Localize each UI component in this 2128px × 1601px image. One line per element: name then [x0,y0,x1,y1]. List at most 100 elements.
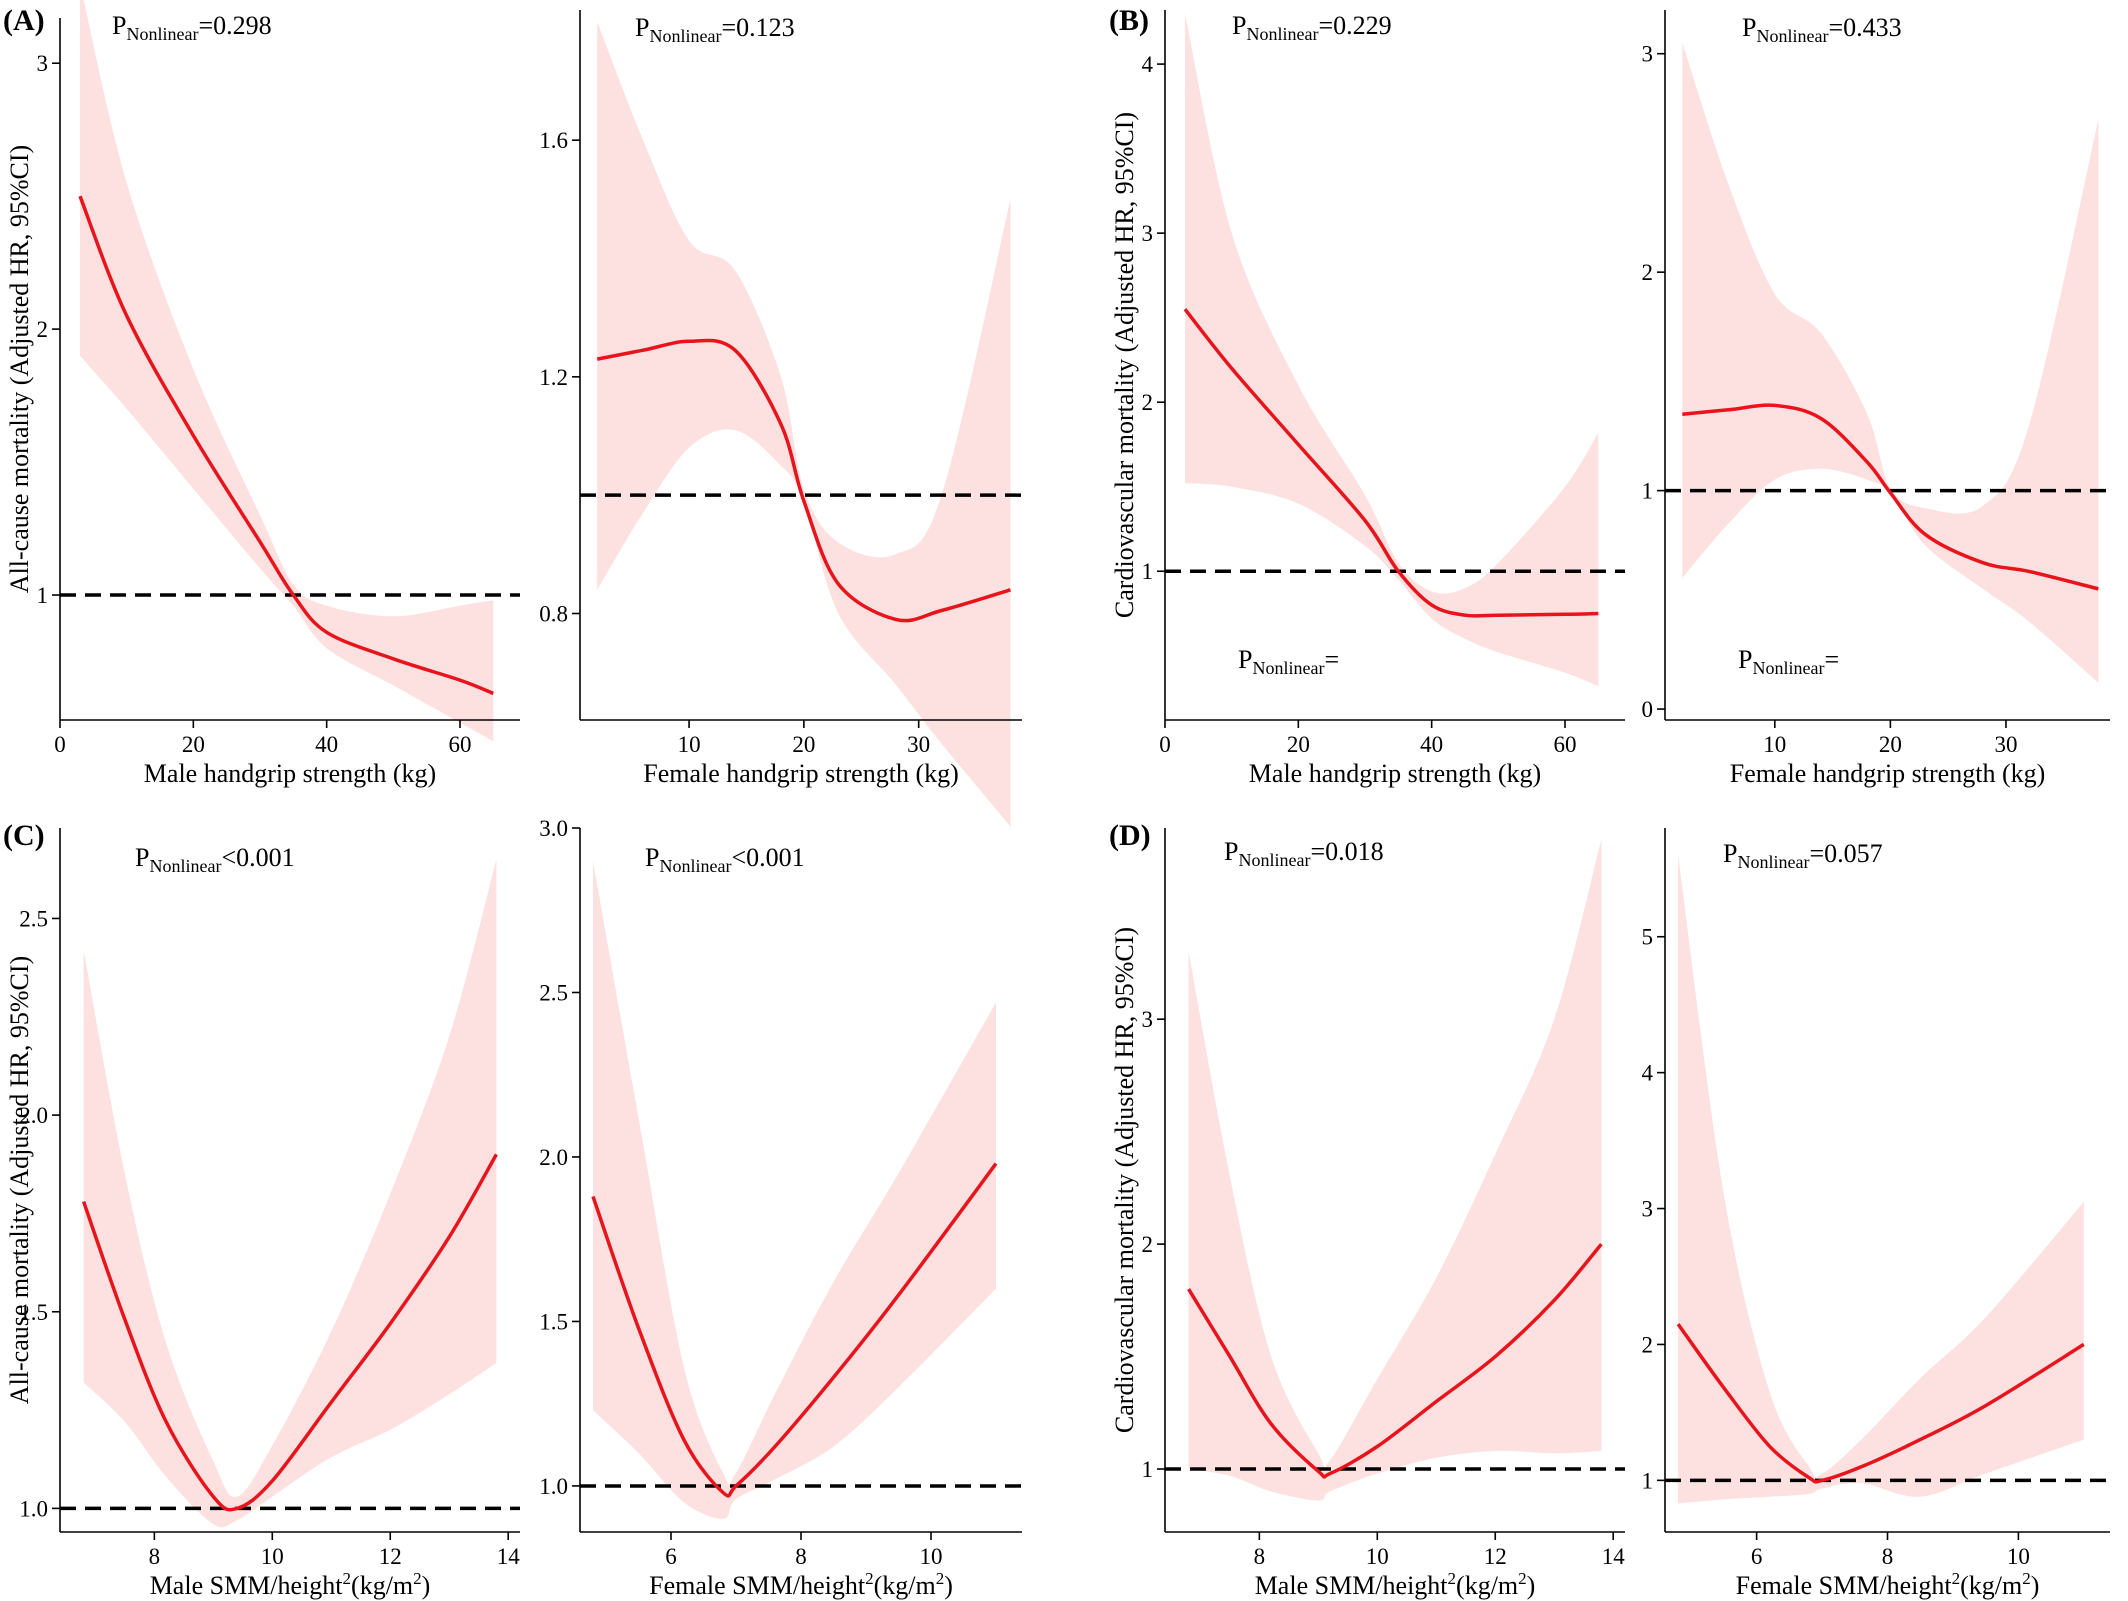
x-tick-label: 40 [1420,732,1443,757]
x-tick-label: 20 [182,732,205,757]
y-tick-label: 3 [1142,221,1154,246]
x-tick-label: 60 [1554,732,1577,757]
y-tick-label: 3.0 [539,816,568,841]
hr-curve [1187,1242,1603,1479]
y-tick-label: 2.5 [539,980,568,1005]
x-tick-label: 20 [1879,732,1902,757]
y-tick-label: 2 [1142,1232,1154,1257]
p-nonlinear-annotation: PNonlinear=0.229 [1232,11,1392,44]
x-tick-label: 14 [497,1544,521,1569]
y-tick-label: 3 [37,51,49,76]
x-axis-title: Male handgrip strength (kg) [144,759,436,788]
x-tick-label: 8 [795,1544,807,1569]
plot-C-right: 6 8 10 1.0 1.5 2.0 2.5 3.0 Female SMM/height2(kg… [539,816,1022,1600]
x-tick-label: 0 [54,732,66,757]
plot-B-left: 0 20 40 60 1 2 3 4 Male handgrip strength (kg) Ca… [1110,10,1625,788]
y-axis-title: All-cause mortality (Adjusted HR, 95%CI) [5,145,34,593]
x-tick-label: 8 [1882,1544,1894,1569]
x-tick-label: 30 [907,732,930,757]
x-tick-label: 20 [1287,732,1310,757]
plot-A-left: 0 20 40 60 1 2 3 Male handgrip strength (kg) All… [5,0,520,788]
y-tick-label: 3 [1642,1197,1654,1222]
p-nonlinear-annotation: PNonlinear<0.001 [645,843,805,876]
y-tick-label: 1 [37,583,49,608]
y-tick-label: 4 [1642,1061,1654,1086]
x-axis-title: Female SMM/height2(kg/m2) [649,1569,953,1600]
y-tick-label: 1.5 [539,1309,568,1334]
panel-letter-c: (C) [3,819,45,852]
x-axis-title: Male SMM/height2(kg/m2) [150,1569,431,1600]
x-tick-label: 0 [1159,732,1171,757]
x-axis-title: Female handgrip strength (kg) [643,759,959,788]
ci-band [80,0,494,742]
y-tick-label: 4 [1142,52,1154,77]
y-tick-label: 2.0 [539,1145,568,1170]
ci-band [1188,839,1602,1501]
hr-curve [591,1162,998,1498]
x-tick-label: 14 [1602,1544,1626,1569]
y-tick-label: 1.6 [539,128,568,153]
y-tick-label: 1.0 [539,1474,568,1499]
y-tick-label: 2 [1142,390,1154,415]
panel-letter-a: (A) [3,4,45,37]
y-tick-label: 0.8 [539,602,568,627]
y-axis-title: Cardiovascular mortality (Adjusted HR, 9… [1110,927,1139,1433]
y-tick-label: 1 [1642,1468,1654,1493]
x-axis-title: Male handgrip strength (kg) [1249,759,1541,788]
x-tick-label: 10 [1763,732,1786,757]
x-tick-label: 12 [1484,1544,1507,1569]
x-tick-label: 12 [379,1544,402,1569]
y-tick-label: 0 [1642,697,1654,722]
y-tick-label: 2 [1642,260,1654,285]
y-tick-label: 2 [1642,1332,1654,1357]
p-nonlinear-annotation: PNonlinear=0.298 [112,11,272,44]
p-nonlinear-annotation: PNonlinear=0.018 [1224,837,1384,870]
y-tick-label: 2 [37,317,49,342]
p-nonlinear-annotation: PNonlinear=0.433 [1742,13,1902,46]
ci-band [83,859,497,1528]
y-tick-label: 1.2 [539,365,568,390]
ci-band [597,21,1011,827]
x-tick-label: 8 [1254,1544,1266,1569]
x-axis-title: Female SMM/height2(kg/m2) [1736,1569,2040,1600]
x-tick-label: 10 [1366,1544,1389,1569]
p-nonlinear-annotation: PNonlinear<0.001 [135,843,295,876]
x-tick-label: 20 [792,732,815,757]
x-tick-label: 60 [449,732,472,757]
plot-A-right: 10 20 30 0.8 1.2 1.6 Female handgrip strength … [539,10,1022,827]
x-tick-label: 30 [1994,732,2017,757]
p-nonlinear-annotation-secondary: PNonlinear= [1238,645,1339,678]
p-nonlinear-annotation-secondary: PNonlinear= [1738,645,1839,678]
y-tick-label: 5 [1642,925,1654,950]
y-tick-label: 2.5 [19,906,48,931]
y-tick-label: 1 [1642,479,1654,504]
y-axis-title: Cardiovascular mortality (Adjusted HR, 9… [1110,112,1139,618]
ci-band [1185,13,1599,687]
ci-band [593,860,996,1519]
panel-letter-b: (B) [1109,4,1149,37]
y-axis-title: All-cause mortality (Adjusted HR, 95%CI) [5,956,34,1404]
y-tick-label: 1 [1142,559,1154,584]
x-tick-label: 6 [665,1544,677,1569]
hr-curve [78,195,494,696]
x-axis-title: Male SMM/height2(kg/m2) [1255,1569,1536,1600]
hr-curve [1682,403,2099,591]
ci-band [1682,42,2099,683]
hr-curve [1183,308,1599,618]
p-nonlinear-annotation: PNonlinear=0.123 [635,13,795,46]
x-tick-label: 40 [315,732,338,757]
y-tick-label: 2.0 [19,1103,48,1128]
y-tick-label: 3 [1142,1007,1154,1032]
panel-letter-d: (D) [1109,819,1151,852]
p-nonlinear-annotation: PNonlinear=0.057 [1723,839,1883,872]
x-tick-label: 8 [149,1544,161,1569]
hr-curve [1676,1323,2085,1484]
x-tick-label: 10 [920,1544,943,1569]
y-tick-label: 1 [1142,1457,1154,1482]
y-tick-label: 1.5 [19,1300,48,1325]
y-tick-label: 3 [1642,42,1654,67]
